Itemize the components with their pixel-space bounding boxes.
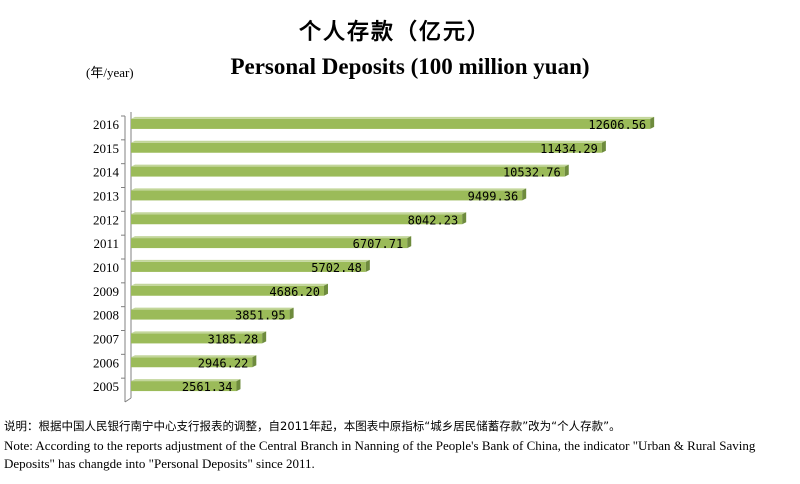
y-axis-base-line: [124, 397, 132, 403]
bar-top-face: [131, 379, 241, 382]
bar-top-face: [131, 283, 328, 286]
category-label: 2014: [93, 165, 120, 180]
bar-top-face: [131, 259, 370, 262]
bar-top-face: [131, 236, 412, 239]
category-label: 2010: [93, 260, 119, 275]
category-label: 2008: [93, 308, 119, 323]
bar: [131, 309, 290, 320]
bar-top-face: [131, 116, 655, 119]
bar-side-face: [236, 379, 241, 392]
bar-side-face: [262, 331, 267, 344]
bar: [131, 142, 602, 153]
data-label: 2561.34: [182, 380, 233, 394]
note-cn: 说明：根据中国人民银行南宁中心支行报表的调整，自2011年起，本图表中原指标“城…: [4, 419, 621, 433]
category-label: 2006: [93, 355, 120, 370]
data-label: 9499.36: [468, 189, 519, 203]
bar: [131, 381, 237, 392]
chart-title-en: Personal Deposits (100 million yuan): [230, 54, 590, 79]
data-label: 2946.22: [198, 356, 249, 370]
data-label: 4686.20: [269, 285, 320, 299]
note-en: Note: According to the reports adjustmen…: [4, 438, 756, 471]
bar-side-face: [650, 116, 655, 129]
bar-top-face: [131, 331, 267, 334]
category-label: 2012: [93, 212, 119, 227]
data-label: 3851.95: [235, 309, 286, 323]
bar: [131, 285, 324, 296]
bar-side-face: [522, 188, 527, 201]
category-label: 2005: [93, 379, 119, 394]
data-label: 8042.23: [408, 213, 459, 227]
bar-chart: 2016 12606.56 2015 11434.29 2014 10532.76 2013…: [93, 112, 655, 403]
bar-side-face: [564, 164, 569, 177]
bar-top-face: [131, 188, 527, 191]
data-label: 12606.56: [588, 118, 646, 132]
bar-top-face: [131, 212, 467, 215]
category-label: 2013: [93, 188, 119, 203]
data-label: 5702.48: [311, 261, 362, 275]
bar-top-face: [131, 355, 257, 358]
bar: [131, 166, 565, 177]
chart-title-cn: 个人存款（亿元）: [298, 20, 491, 45]
bar: [131, 357, 253, 368]
bar: [131, 333, 263, 344]
bar-side-face: [323, 283, 328, 296]
bar: [131, 190, 523, 201]
category-label: 2007: [93, 331, 120, 346]
data-label: 6707.71: [353, 237, 404, 251]
data-label: 10532.76: [503, 166, 561, 180]
bar-top-face: [131, 164, 569, 167]
bar-side-face: [407, 236, 412, 249]
bar-side-face: [601, 140, 606, 153]
unit-label: (年/year): [86, 65, 134, 80]
bar: [131, 214, 463, 225]
bar: [131, 118, 651, 129]
bar-side-face: [365, 259, 370, 272]
bar: [131, 261, 366, 272]
bar-top-face: [131, 140, 606, 143]
category-label: 2016: [93, 117, 120, 132]
bar-side-face: [289, 307, 294, 320]
bar-side-face: [462, 212, 467, 225]
category-label: 2009: [93, 284, 119, 299]
data-label: 11434.29: [540, 142, 598, 156]
bar: [131, 238, 408, 249]
category-label: 2015: [93, 141, 119, 156]
bar-top-face: [131, 307, 294, 310]
category-label: 2011: [93, 236, 119, 251]
data-label: 3185.28: [208, 332, 259, 346]
bar-side-face: [252, 355, 257, 368]
